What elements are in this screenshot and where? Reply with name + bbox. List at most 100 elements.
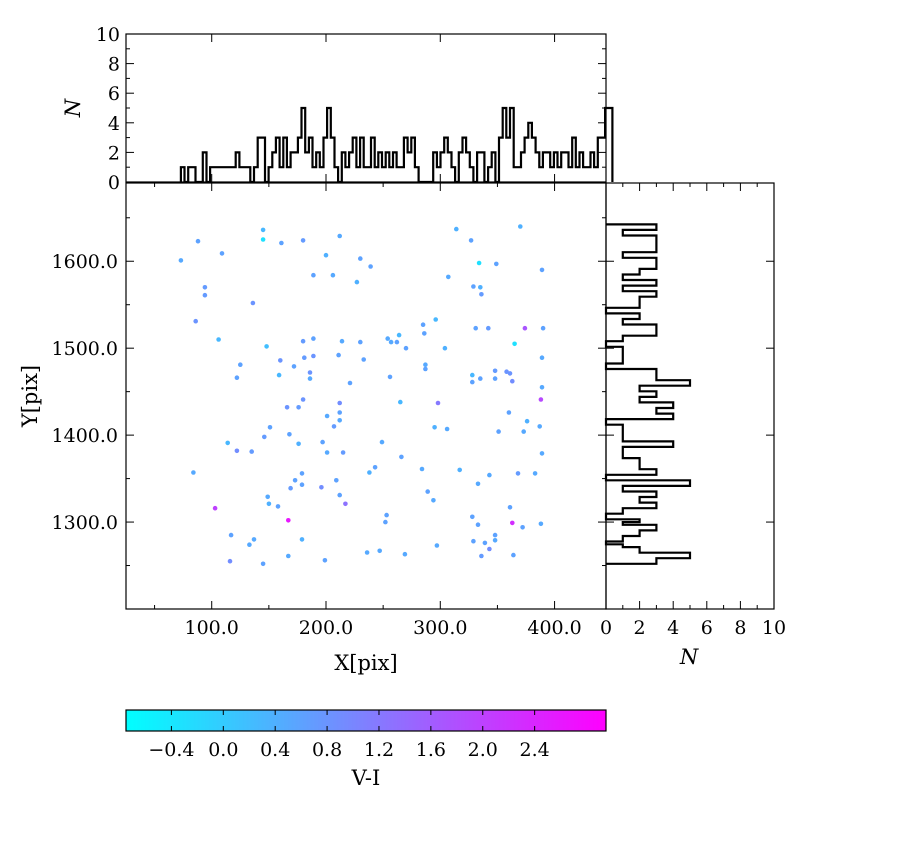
- scatter-point: [470, 514, 475, 520]
- scatter-point: [442, 345, 448, 351]
- scatter-point: [287, 432, 292, 437]
- scatter-point: [434, 543, 440, 548]
- scatter-point: [492, 376, 498, 381]
- scatter-point: [324, 413, 330, 419]
- scatter-point: [364, 550, 370, 555]
- top-y-tick-label: 2: [108, 142, 120, 164]
- scatter-point: [247, 542, 252, 547]
- scatter-point: [518, 224, 523, 229]
- scatter-point: [296, 441, 301, 447]
- scatter-point: [510, 520, 515, 526]
- scatter-point: [340, 450, 346, 455]
- scatter-point: [475, 522, 481, 527]
- scatter-point: [286, 553, 291, 559]
- top-histogram-bars: [179, 106, 614, 184]
- scatter-point: [398, 399, 403, 405]
- scatter-point: [487, 546, 492, 552]
- scatter-point: [482, 540, 488, 546]
- top-histogram-frame: [125, 33, 607, 183]
- scatter-point: [260, 237, 266, 242]
- scatter-point: [334, 478, 339, 483]
- scatter-point: [538, 397, 544, 402]
- scatter-point: [228, 532, 234, 538]
- scatter-point: [521, 429, 526, 434]
- scatter-point: [385, 336, 391, 341]
- scatter-point: [470, 372, 475, 378]
- scatter-point: [383, 519, 388, 525]
- top-y-tick-label: 0: [108, 172, 120, 194]
- scatter-point: [264, 344, 269, 349]
- scatter-point: [422, 331, 427, 336]
- scatter-point: [358, 339, 363, 345]
- scatter-point: [402, 551, 408, 557]
- scatter-point: [423, 362, 428, 368]
- scatter-point: [377, 548, 383, 554]
- scatter-point: [347, 380, 353, 386]
- scatter-point: [302, 355, 307, 361]
- scatter-point: [234, 448, 240, 454]
- scatter-point: [372, 465, 378, 470]
- scatter-point: [291, 364, 297, 369]
- top-y-tick-label: 6: [108, 83, 120, 105]
- colorbar-tick-label: 0.0: [208, 739, 238, 761]
- scatter-point: [212, 505, 218, 511]
- scatter-point: [539, 267, 545, 273]
- scatter-point: [475, 481, 481, 487]
- scatter-point: [311, 336, 316, 341]
- scatter-point: [250, 300, 256, 306]
- scatter-point: [266, 501, 272, 507]
- scatter-point: [286, 518, 291, 523]
- right-histogram-xlabel: N: [679, 645, 699, 669]
- colorbar-label: V-I: [351, 766, 381, 790]
- scatter-point: [433, 317, 439, 322]
- scatter-point: [300, 238, 306, 243]
- scatter-point: [494, 261, 499, 267]
- scatter-point: [468, 238, 474, 243]
- scatter-point: [178, 258, 184, 263]
- scatter-point: [262, 434, 267, 440]
- right-histogram: 0 2 4 6 8 10 N: [600, 182, 786, 669]
- scatter-point: [323, 252, 329, 258]
- right-x-tick-label: 4: [667, 617, 679, 639]
- colorbar-tick-label: 0.4: [260, 739, 290, 761]
- scatter-point: [446, 274, 451, 280]
- right-histogram-step: [604, 223, 692, 565]
- top-histogram-y-ticks: 0 2 4 6 8 10: [96, 24, 606, 194]
- scatter-point: [296, 405, 301, 410]
- top-y-tick-label: 10: [96, 24, 120, 46]
- scatter-point: [512, 341, 517, 347]
- scatter-point: [251, 537, 257, 542]
- colorbar-gradient: [125, 709, 607, 732]
- scatter-point: [388, 339, 394, 345]
- scatter-point: [403, 345, 409, 351]
- colorbar: −0.4 0.0 0.4 0.8 1.2 1.6 2.0 2.4 V-I: [125, 709, 607, 790]
- scatter-point: [361, 357, 367, 362]
- scatter-point: [511, 552, 516, 558]
- scatter-point: [510, 378, 515, 384]
- scatter-point: [384, 512, 389, 518]
- scatter-point: [454, 226, 459, 232]
- scatter-point: [470, 379, 475, 385]
- scatter-point: [300, 338, 306, 344]
- scatter-point: [193, 318, 198, 324]
- scatter-point: [539, 355, 545, 361]
- right-histogram-frame: [605, 182, 775, 610]
- scatter-point: [331, 424, 337, 429]
- colorbar-tick-label: 2.4: [520, 739, 550, 761]
- right-x-tick-label: 0: [600, 617, 612, 639]
- scatter-point: [367, 470, 372, 475]
- scatter-point: [343, 501, 348, 507]
- y-tick-label: 1500.0: [52, 338, 118, 360]
- scatter-point: [311, 353, 316, 359]
- scatter-point: [265, 494, 271, 500]
- scatter-point: [394, 339, 400, 345]
- colorbar-tick-label: 0.8: [312, 739, 342, 761]
- scatter-point: [191, 470, 196, 475]
- colorbar-tick-label: 2.0: [468, 739, 498, 761]
- y-tick-label: 1600.0: [52, 251, 118, 273]
- scatter-point: [515, 471, 521, 476]
- top-y-tick-label: 4: [108, 113, 120, 135]
- scatter-point: [202, 292, 208, 298]
- colorbar-ticks: −0.4 0.0 0.4 0.8 1.2 1.6 2.0 2.4: [148, 710, 550, 761]
